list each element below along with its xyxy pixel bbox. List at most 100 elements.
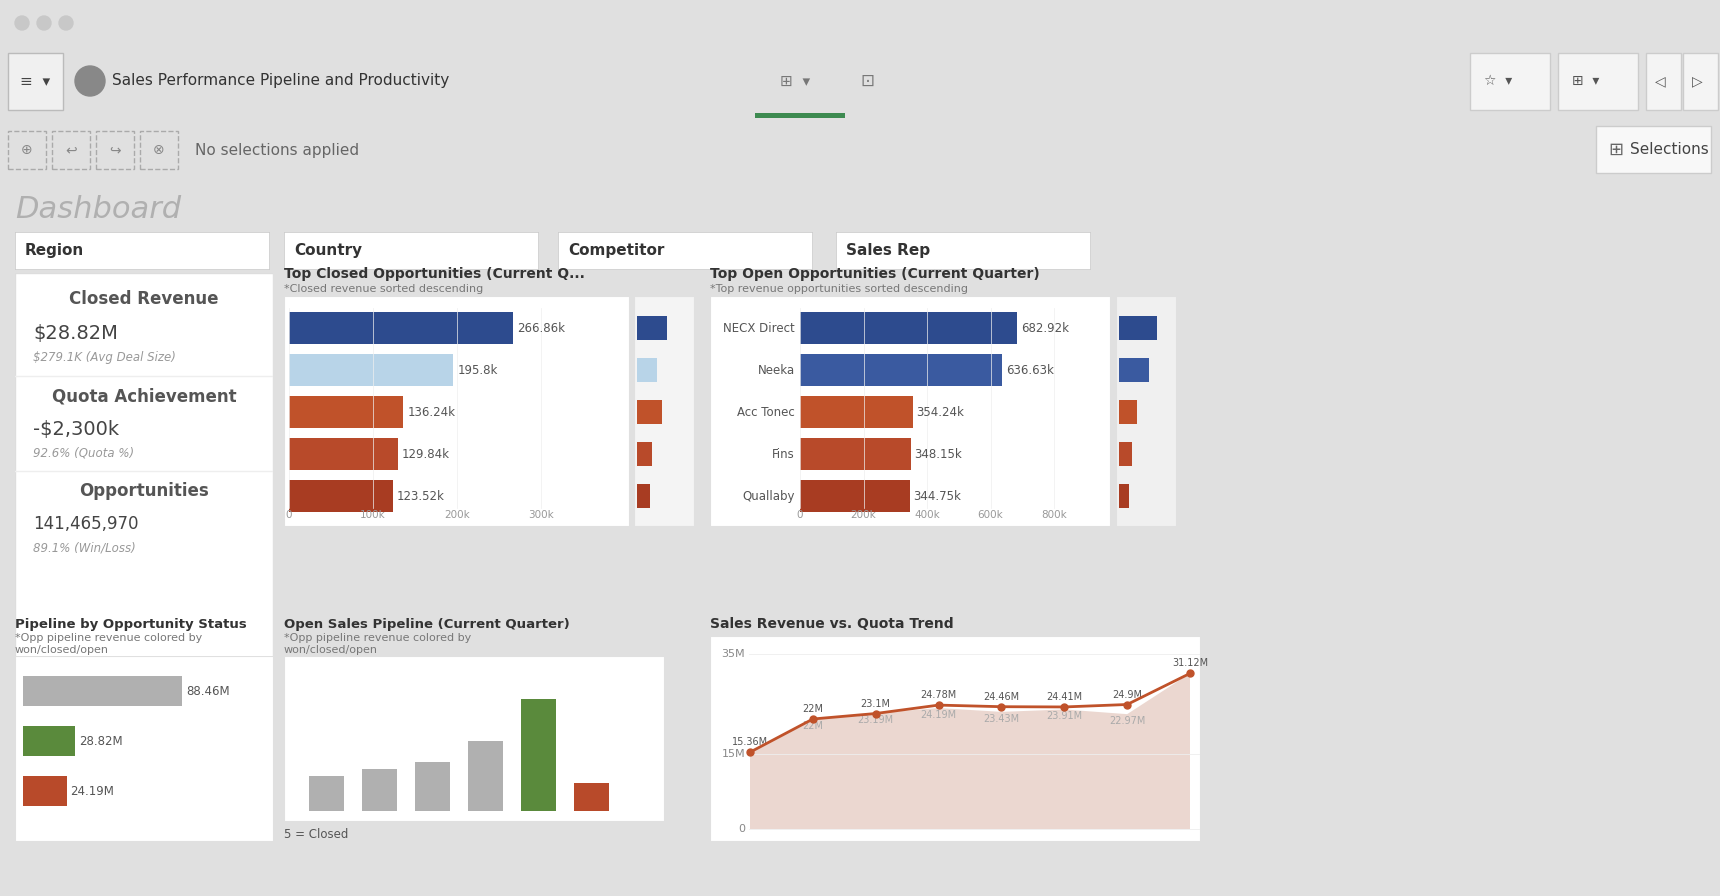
Text: ↪: ↪ [108,143,120,157]
Text: 15M: 15M [721,749,745,759]
Bar [289,396,402,428]
Bar [468,741,502,811]
Text: Opportunities: Opportunities [79,482,208,500]
Circle shape [76,66,105,96]
Bar [1646,53,1680,110]
Text: Fins: Fins [772,447,795,461]
Bar [755,113,845,118]
Bar [521,699,556,811]
Text: Top Open Opportunities (Current Quarter): Top Open Opportunities (Current Quarter) [710,267,1041,281]
Text: Open Sales Pipeline (Current Quarter): Open Sales Pipeline (Current Quarter) [284,618,569,631]
Text: 23.1M: 23.1M [860,699,891,709]
Bar [22,676,182,706]
Bar [22,776,67,806]
Bar [636,442,652,466]
Text: Acc Tonec: Acc Tonec [738,406,795,418]
Text: ▷: ▷ [1692,74,1703,88]
Text: ⊞  ▾: ⊞ ▾ [1572,74,1600,88]
Bar [415,762,451,811]
Text: 92.6% (Quota %): 92.6% (Quota %) [33,446,134,460]
Text: 5 = Closed: 5 = Closed [284,828,349,841]
Text: Closed Revenue: Closed Revenue [69,290,218,308]
Text: 0: 0 [796,510,803,520]
Text: 24.46M: 24.46M [984,692,1020,702]
Bar [574,783,609,811]
Text: 23.91M: 23.91M [1046,711,1082,721]
Text: 24.78M: 24.78M [920,690,956,700]
Bar [1596,126,1711,173]
Text: 89.1% (Win/Loss): 89.1% (Win/Loss) [33,541,136,555]
Text: 23.43M: 23.43M [984,714,1020,724]
Bar [96,131,134,169]
Text: Sales Performance Pipeline and Productivity: Sales Performance Pipeline and Productiv… [112,73,449,89]
Bar [636,358,657,382]
Bar [361,769,397,811]
Text: NECX Direct: NECX Direct [722,322,795,334]
Bar [800,396,913,428]
Polygon shape [750,674,1190,829]
Text: $279.1K (Avg Deal Size): $279.1K (Avg Deal Size) [33,350,175,364]
Text: 266.86k: 266.86k [516,322,564,334]
Text: 136.24k: 136.24k [408,406,456,418]
Text: 24.9M: 24.9M [1113,690,1142,700]
Bar [800,438,910,470]
Text: ⊗: ⊗ [153,143,165,157]
Text: Sales Revenue vs. Quota Trend: Sales Revenue vs. Quota Trend [710,617,953,631]
Bar [636,400,662,424]
Text: 24.19M: 24.19M [920,710,956,720]
Text: ☆  ▾: ☆ ▾ [1484,74,1512,88]
Bar [1558,53,1637,110]
Circle shape [15,16,29,30]
Text: 22.97M: 22.97M [1109,716,1146,726]
Text: *Top revenue opportunities sorted descending: *Top revenue opportunities sorted descen… [710,284,968,294]
Text: 129.84k: 129.84k [402,447,451,461]
Text: won/closed/open: won/closed/open [15,645,108,655]
Text: 35M: 35M [721,649,745,659]
Text: Neeka: Neeka [759,364,795,376]
Text: *Closed revenue sorted descending: *Closed revenue sorted descending [284,284,483,294]
Bar [636,316,667,340]
Text: won/closed/open: won/closed/open [284,645,378,655]
Text: *Opp pipeline revenue colored by: *Opp pipeline revenue colored by [15,633,203,643]
Text: Pipeline by Opportunity Status: Pipeline by Opportunity Status [15,618,246,631]
Bar [1120,442,1132,466]
Text: 195.8k: 195.8k [458,364,497,376]
Text: 24.41M: 24.41M [1046,692,1082,702]
Text: 348.15k: 348.15k [915,447,961,461]
Bar [139,131,177,169]
Bar [289,312,513,344]
Bar [1120,400,1137,424]
Bar [289,480,392,512]
Text: Quota Achievement: Quota Achievement [52,387,236,405]
Bar [1120,316,1156,340]
Text: 0: 0 [738,824,745,834]
Text: 636.63k: 636.63k [1006,364,1054,376]
Text: ⊡: ⊡ [860,72,874,90]
Bar [9,53,64,110]
Text: ◁: ◁ [1655,74,1665,88]
Text: Dashboard: Dashboard [15,194,181,223]
Text: 15.36M: 15.36M [733,737,769,747]
Text: $28.82M: $28.82M [33,323,119,342]
Bar [800,480,910,512]
Text: 682.92k: 682.92k [1022,322,1068,334]
Text: 22M: 22M [802,704,824,714]
Bar [1120,358,1149,382]
Text: No selections applied: No selections applied [194,142,359,158]
Circle shape [38,16,52,30]
Text: Competitor: Competitor [568,244,664,259]
Text: ≡  ▾: ≡ ▾ [21,73,50,89]
Bar [636,484,650,508]
Bar [310,776,344,811]
Text: 200k: 200k [851,510,877,520]
Text: 141,465,970: 141,465,970 [33,515,139,533]
Text: 123.52k: 123.52k [397,489,444,503]
Bar [52,131,89,169]
Text: ⊕: ⊕ [21,143,33,157]
Text: 344.75k: 344.75k [913,489,961,503]
Bar [1682,53,1718,110]
Text: ⊞  ▾: ⊞ ▾ [779,73,810,89]
Bar [22,726,76,756]
Text: 600k: 600k [977,510,1003,520]
Text: ⊞: ⊞ [1608,141,1624,159]
